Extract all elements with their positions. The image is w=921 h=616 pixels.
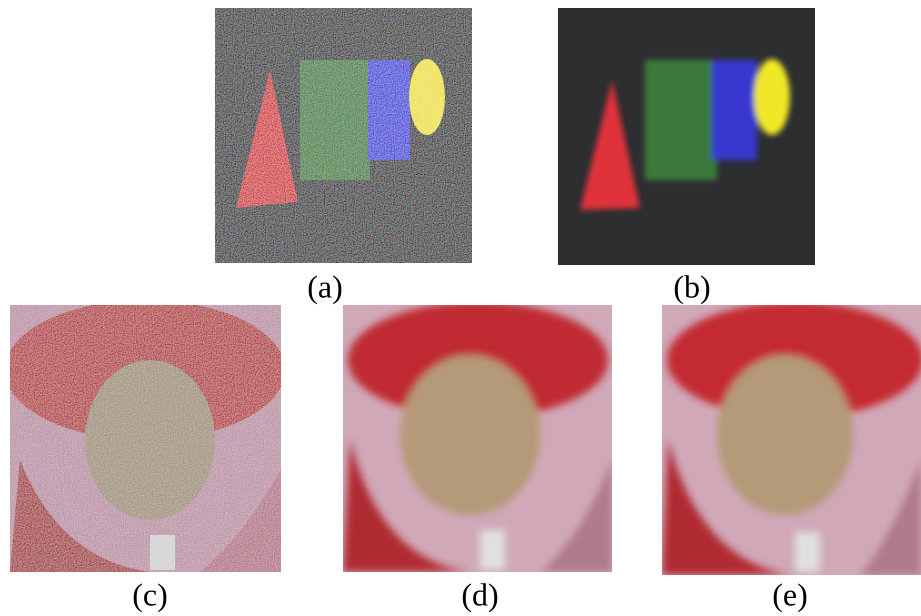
caption: (c) bbox=[132, 576, 168, 612]
caption: (b) bbox=[673, 268, 710, 304]
figure: (a) (b) (c) (d) bbox=[0, 0, 921, 616]
image-c bbox=[5, 300, 285, 572]
caption: (a) bbox=[307, 268, 343, 304]
page: (a) (b) (c) (d) bbox=[0, 0, 921, 616]
image-b bbox=[558, 8, 815, 265]
caption: (e) bbox=[772, 576, 808, 612]
caption: (d) bbox=[461, 576, 498, 612]
image-e bbox=[662, 302, 921, 575]
image-a bbox=[215, 8, 472, 263]
image-d bbox=[343, 302, 612, 572]
